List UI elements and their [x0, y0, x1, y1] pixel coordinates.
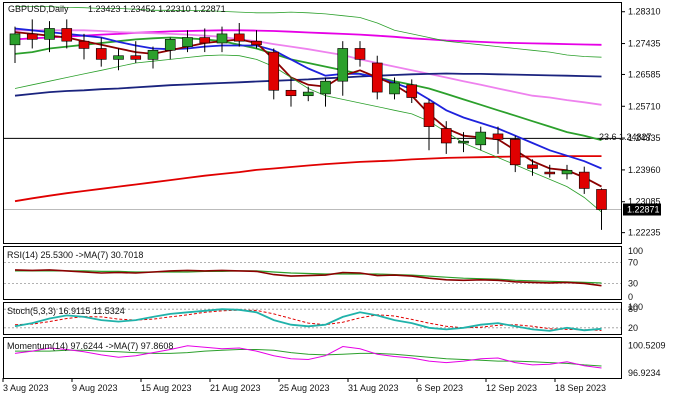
- candle-body: [561, 169, 573, 175]
- candle-body: [302, 91, 314, 97]
- candle-body: [164, 39, 176, 51]
- candle-body: [216, 33, 228, 44]
- candle-body: [423, 102, 435, 127]
- stoch-pane-frame: [3, 302, 622, 335]
- candle-body: [147, 49, 159, 60]
- price-tick-label: 1.25710: [628, 101, 661, 111]
- candle-body: [268, 51, 280, 91]
- momentum-ma-line: [15, 349, 602, 367]
- candle-body: [527, 164, 538, 169]
- candle-body: [578, 171, 590, 189]
- price-series-line-6: [14, 31, 602, 188]
- candle-body: [320, 80, 331, 95]
- candle-body: [492, 133, 504, 140]
- main-pane-frame: [3, 2, 622, 244]
- candle-body: [233, 33, 245, 42]
- rsi-pane: 100 70 30 0: [4, 246, 643, 302]
- price-tick-label: 1.28310: [628, 7, 661, 17]
- rsi-tick-label: 70: [628, 258, 638, 268]
- momentum-pane: 100.5209 96.9234: [14, 341, 666, 378]
- fib-label: 23.6 1.24827: [599, 132, 652, 142]
- candle-body: [95, 48, 107, 60]
- rsi-tick-label: 0: [628, 292, 633, 302]
- momentum-line: [14, 345, 602, 369]
- x-tick-label: 25 Aug 2023: [279, 383, 330, 393]
- candle-body: [9, 33, 21, 46]
- momentum-tick-label: 96.9234: [628, 368, 661, 378]
- candle-body: [113, 55, 124, 60]
- candle-body: [440, 128, 452, 144]
- candle-body: [544, 171, 556, 175]
- momentum-pane-frame: [3, 337, 622, 379]
- price-series-line-1: [14, 29, 602, 46]
- price-tick-label: 1.23085: [628, 197, 661, 207]
- candle-body: [458, 140, 469, 144]
- candle-body: [251, 40, 262, 46]
- candle-body: [61, 28, 73, 42]
- candle-body: [26, 33, 38, 40]
- candle-body: [130, 55, 142, 60]
- x-tick-label: 31 Aug 2023: [348, 383, 399, 393]
- x-tick-label: 6 Sep 2023: [417, 383, 463, 393]
- x-tick-label: 18 Sep 2023: [555, 383, 606, 393]
- candle-body: [44, 28, 55, 40]
- candle-body: [78, 40, 90, 49]
- x-tick-label: 15 Aug 2023: [141, 383, 192, 393]
- chart-title-symbol: GBPUSD,Daily: [8, 4, 69, 14]
- price-tick-label: 1.22235: [628, 228, 661, 238]
- price-series-line-7: [15, 6, 602, 58]
- main-pane: 1.28310 1.27435 1.26585 1.25710 1.24835 1.239…: [4, 6, 661, 238]
- price-series-line-0: [14, 36, 602, 141]
- x-tick-label: 9 Aug 2023: [72, 383, 118, 393]
- stoch-label: Stoch(5,3,3) 16.9115 11.5324: [7, 306, 125, 316]
- price-series-line-5: [14, 27, 602, 170]
- price-tick-label: 1.26585: [628, 69, 661, 79]
- price-tick-label: 1.24835: [628, 133, 661, 143]
- price-series-line-2: [15, 29, 602, 106]
- price-series-line-3: [14, 72, 602, 97]
- rsi-tick-label: 100: [628, 246, 643, 256]
- stoch-d-line: [14, 309, 602, 331]
- candle-body: [596, 189, 607, 210]
- current-price-label: 1.22871: [627, 205, 660, 215]
- candle-body: [199, 37, 211, 44]
- rsi-ma-line: [15, 270, 602, 284]
- candle-body: [285, 89, 297, 97]
- current-price-box: [623, 203, 661, 216]
- stoch-k-line: [14, 308, 602, 332]
- stoch-tick-label: 100: [628, 302, 643, 312]
- momentum-tick-label: 100.5209: [628, 341, 666, 351]
- candle-body: [475, 131, 487, 146]
- candle-body: [354, 48, 366, 60]
- rsi-label: RSI(14) 25.5300 ->MA(7) 30.7018: [7, 250, 143, 260]
- price-tick-label: 1.23960: [628, 165, 661, 175]
- stoch-tick-label: 80: [628, 304, 638, 314]
- candle-body: [182, 37, 193, 47]
- price-tick-label: 1.27435: [628, 39, 661, 49]
- chart-title-ohlc: 1.23423 1.23452 1.22310 1.22871: [88, 4, 226, 14]
- x-tick-label: 12 Sep 2023: [486, 383, 537, 393]
- candle-body: [371, 62, 383, 93]
- momentum-label: Momentum(14) 97.6244 ->MA(7) 97.8608: [7, 341, 173, 351]
- candle-body: [406, 84, 418, 98]
- candle-body: [509, 139, 521, 166]
- x-tick-label: 21 Aug 2023: [210, 383, 261, 393]
- x-tick-label: 3 Aug 2023: [3, 383, 49, 393]
- x-axis: 3 Aug 2023 9 Aug 2023 15 Aug 2023 21 Aug 20…: [2, 378, 606, 393]
- rsi-line: [14, 269, 602, 287]
- candle-body: [389, 82, 400, 95]
- stoch-tick-label: 20: [628, 323, 638, 333]
- candle-body: [337, 48, 349, 82]
- rsi-tick-label: 30: [628, 278, 638, 288]
- price-series-line-4: [14, 155, 602, 203]
